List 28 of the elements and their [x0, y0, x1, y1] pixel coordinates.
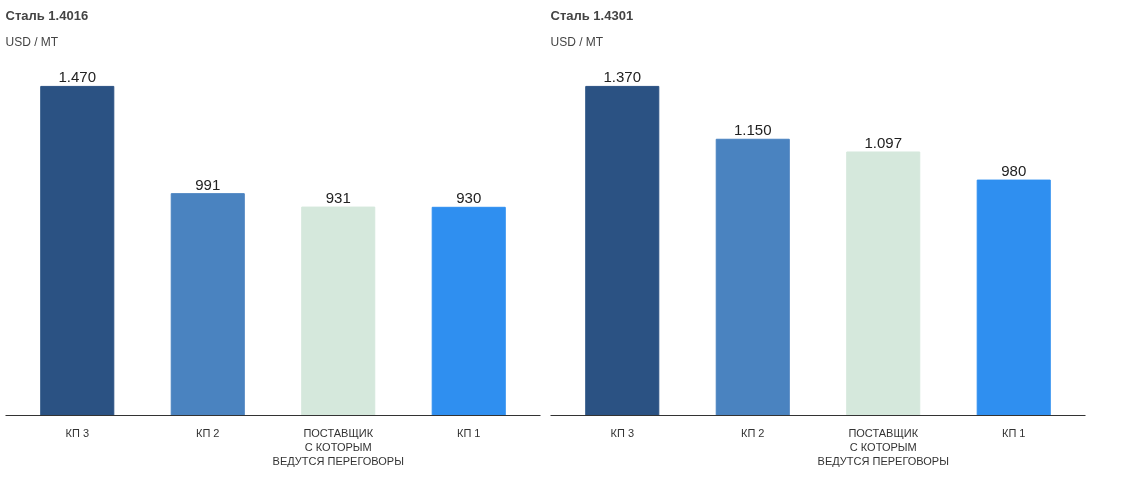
- data-label: 991: [195, 175, 221, 193]
- data-label: 1.470: [58, 68, 97, 86]
- x-tick-label: ПОСТАВЩИК С КОТОРЫМ ВЕДУТСЯ ПЕРЕГОВОРЫ: [272, 426, 404, 468]
- bar: [170, 193, 245, 416]
- bar: [301, 206, 376, 416]
- x-tick-label: КП 1: [456, 426, 481, 439]
- x-tick-label: ПОСТАВЩИК С КОТОРЫМ ВЕДУТСЯ ПЕРЕГОВОРЫ: [817, 426, 949, 468]
- x-tick-label: КП 3: [610, 426, 635, 439]
- chart-subtitle: USD / MT: [5, 34, 59, 49]
- data-label: 1.150: [733, 121, 772, 139]
- data-label: 930: [456, 189, 482, 207]
- bar: [976, 179, 1051, 416]
- data-label: 1.370: [603, 68, 642, 86]
- chart-subtitle: USD / MT: [550, 34, 604, 49]
- bar: [846, 151, 921, 416]
- bar: [431, 206, 506, 416]
- data-label: 931: [325, 189, 351, 207]
- x-tick-label: КП 1: [1001, 426, 1026, 439]
- x-tick-label: КП 2: [741, 426, 765, 439]
- data-label: 980: [1001, 162, 1027, 180]
- bar: [585, 85, 660, 416]
- bar: [715, 138, 790, 416]
- data-label: 1.097: [864, 133, 903, 151]
- x-tick-label: КП 3: [65, 426, 90, 439]
- bar: [40, 85, 115, 416]
- chart-title: Сталь 1.4016: [5, 7, 89, 23]
- chart-title: Сталь 1.4301: [550, 7, 634, 23]
- x-tick-label: КП 2: [196, 426, 220, 439]
